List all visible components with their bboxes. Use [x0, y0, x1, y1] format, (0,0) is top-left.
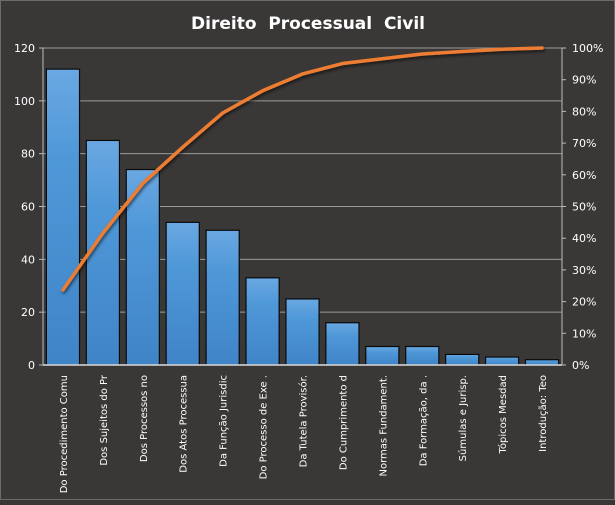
bar: [524, 359, 560, 366]
x-tick-label: Do Procedimento Comu: [59, 375, 70, 493]
y2-tick-label: 80%: [572, 105, 596, 118]
x-tick-label: Do Processo de Exe .: [259, 375, 270, 479]
y-tick-label: 80: [21, 148, 35, 161]
y2-tick-label: 10%: [572, 327, 596, 340]
y2-tick-label: 60%: [572, 169, 596, 182]
bar: [484, 356, 520, 366]
x-tick-label: Normas Fundament.: [378, 375, 389, 476]
bar: [165, 221, 200, 366]
bar: [205, 229, 240, 366]
y-tick-label: 0: [28, 359, 35, 372]
y2-tick-label: 0%: [572, 359, 589, 372]
bar: [405, 345, 440, 366]
x-tick-label: Tópicos Mesdad: [497, 375, 509, 454]
cumulative-line: [61, 46, 544, 292]
x-tick-label: Da Função Jurisdic: [219, 375, 230, 467]
y-tick-label: 60: [21, 201, 35, 214]
x-tick-label: Dos Sujeitos do Pr: [99, 374, 110, 466]
y-tick-label: 20: [21, 306, 35, 319]
x-tick-label: Da Formação, da .: [418, 375, 429, 466]
y-tick-label: 120: [14, 42, 35, 55]
y2-tick-label: 90%: [572, 74, 596, 87]
x-tick-label: Do Cumprimento d: [338, 375, 349, 470]
bar: [445, 353, 480, 366]
bar: [45, 68, 81, 366]
chart-title: Direito Processual Civil: [191, 14, 425, 34]
y2-tick-label: 40%: [572, 232, 596, 245]
y-tick-label: 40: [21, 253, 35, 266]
bar: [85, 139, 121, 366]
x-tick-label: Dos Atos Processua: [179, 375, 190, 473]
bar: [325, 322, 360, 366]
bar: [365, 345, 400, 366]
y2-tick-label: 70%: [572, 137, 596, 150]
y2-tick-label: 50%: [572, 201, 596, 214]
x-tick-label: Introdução: Teo: [538, 375, 549, 452]
x-tick-label: Súmulas e Jurisp.: [457, 375, 469, 461]
y2-tick-label: 20%: [572, 296, 596, 309]
x-tick-label: Dos Processos no: [139, 375, 150, 462]
bar: [285, 298, 320, 366]
y2-tick-label: 30%: [572, 264, 596, 277]
y2-tick-label: 100%: [572, 42, 603, 55]
bar: [245, 277, 280, 366]
x-tick-label: Da Tutela Provisór.: [298, 375, 310, 467]
y-tick-label: 100: [14, 95, 35, 108]
